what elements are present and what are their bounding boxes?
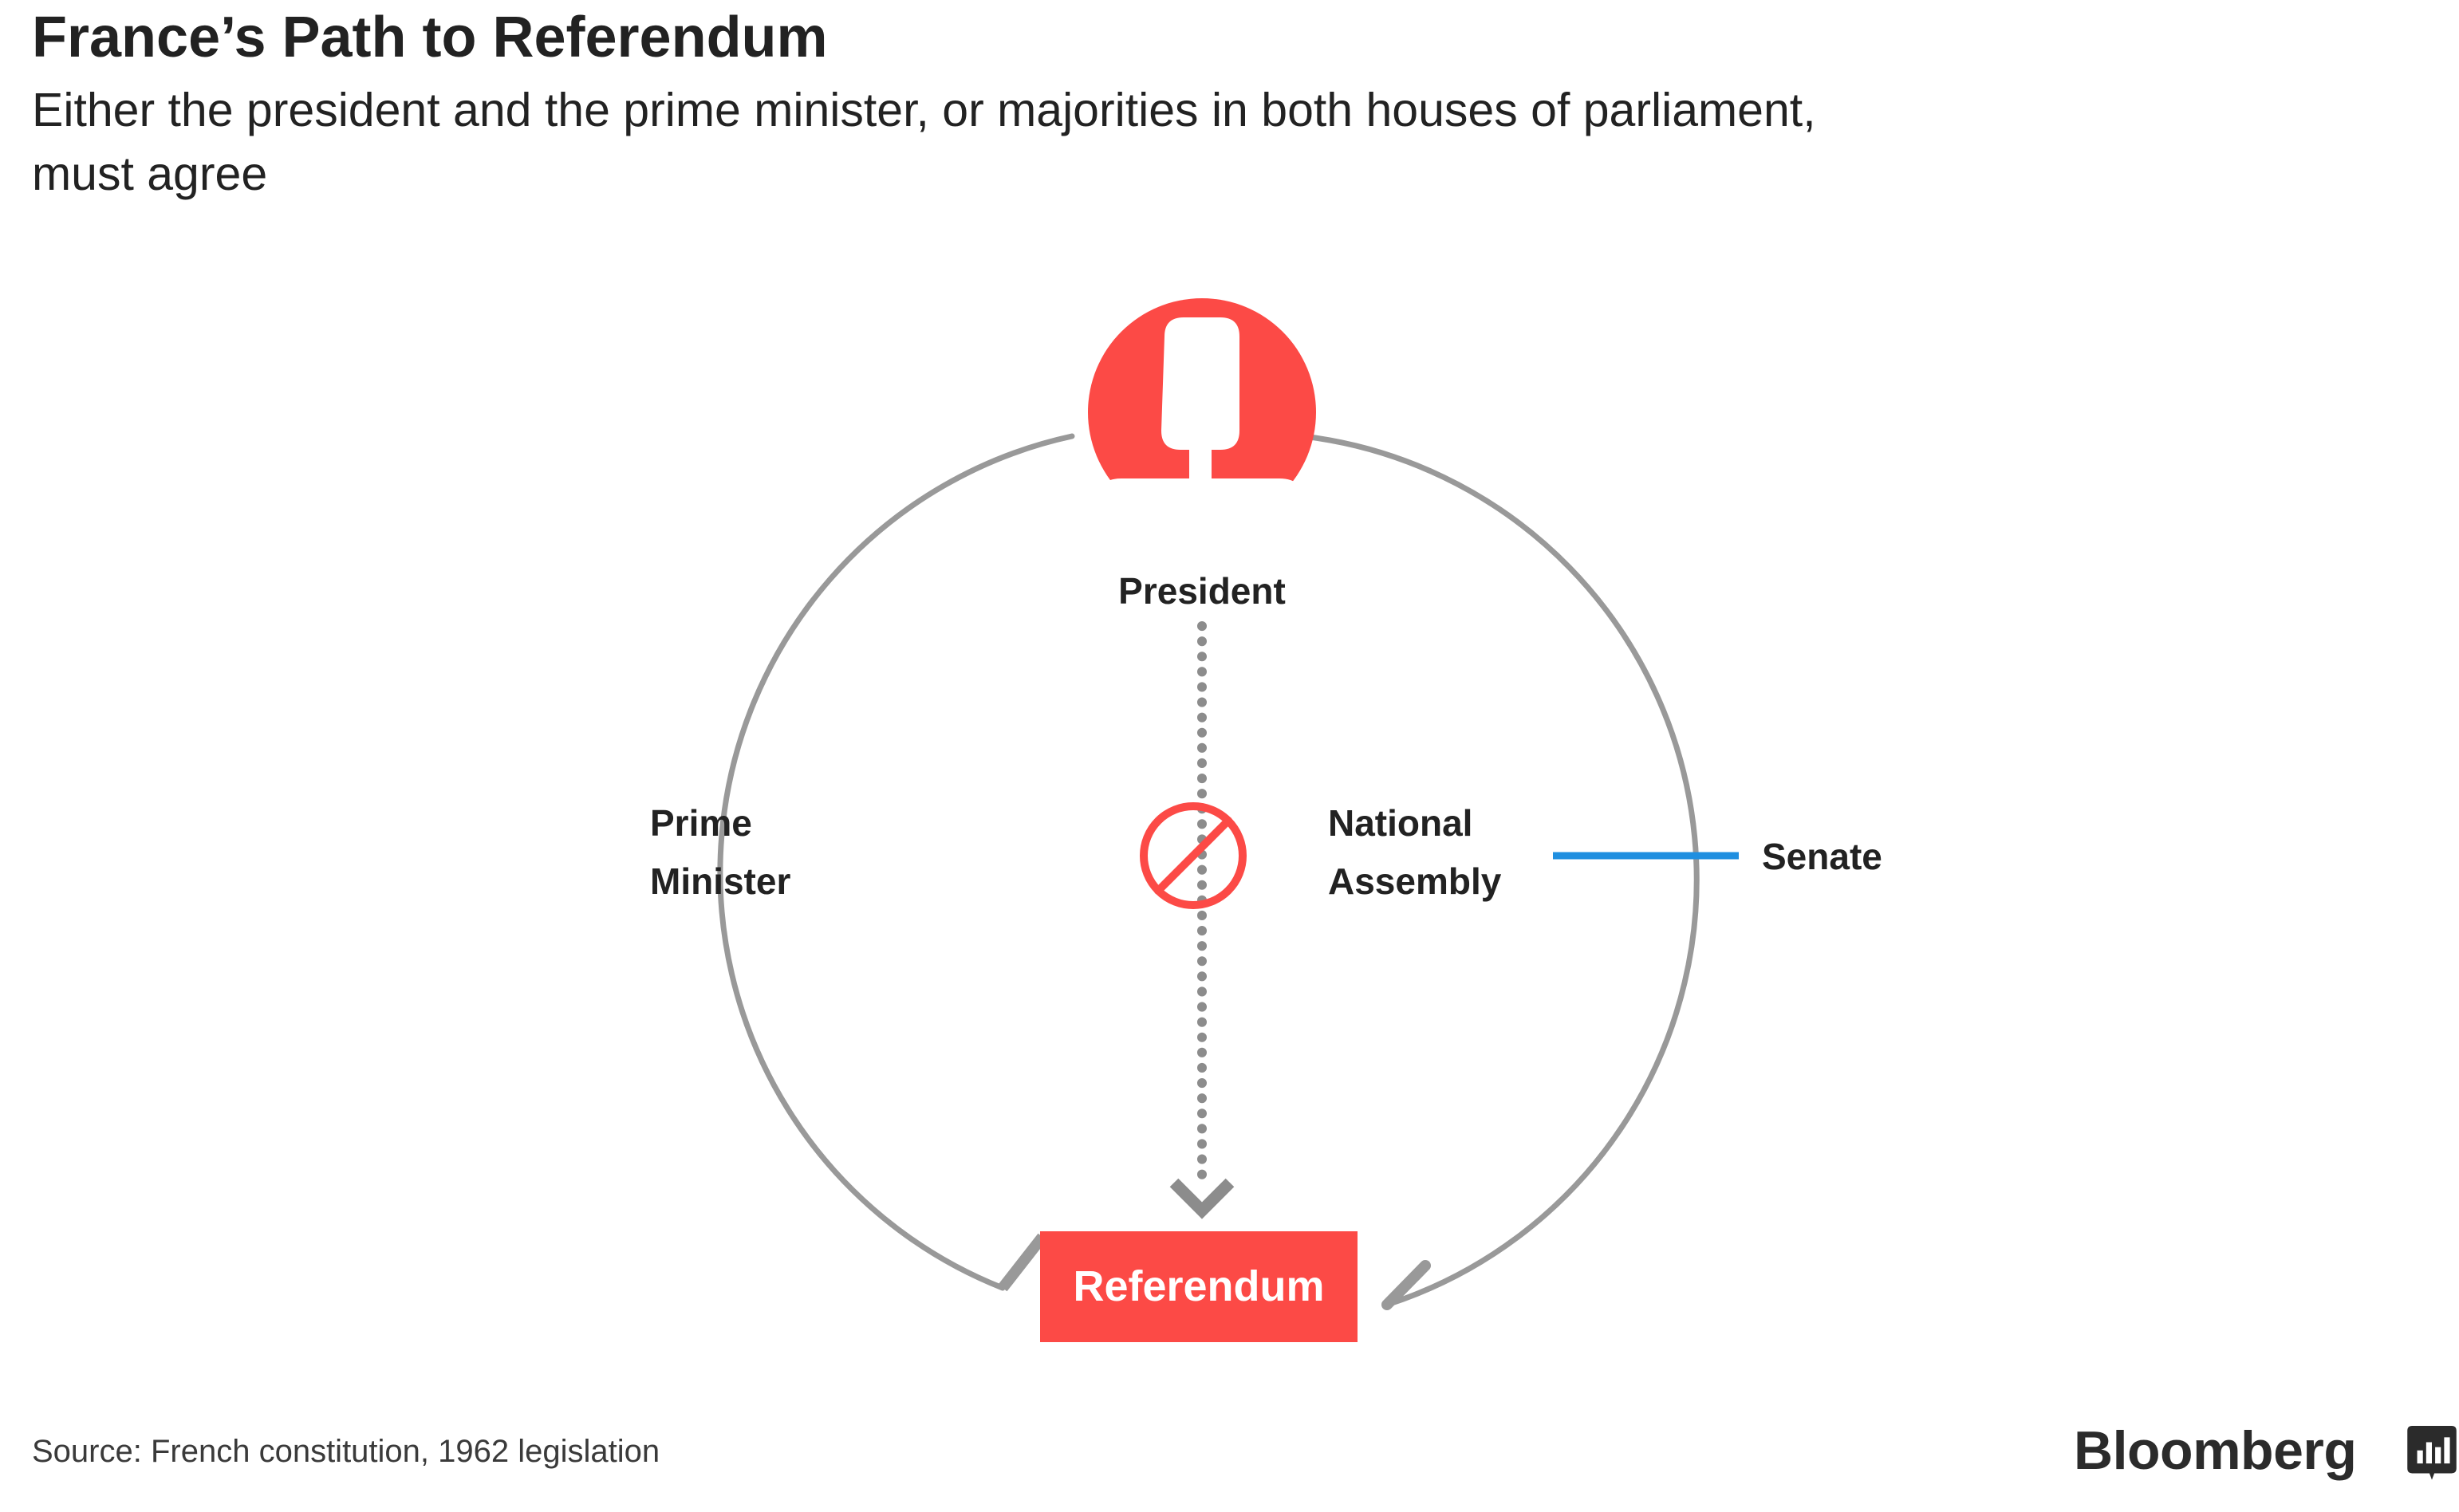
svg-text:Assembly: Assembly <box>1328 860 1502 902</box>
svg-text:Referendum: Referendum <box>1073 1262 1324 1310</box>
svg-text:President: President <box>1118 570 1286 612</box>
svg-text:Minister: Minister <box>650 860 790 902</box>
svg-text:Prime: Prime <box>650 802 752 844</box>
svg-text:Senate: Senate <box>1762 836 1882 877</box>
svg-text:National: National <box>1328 802 1472 844</box>
